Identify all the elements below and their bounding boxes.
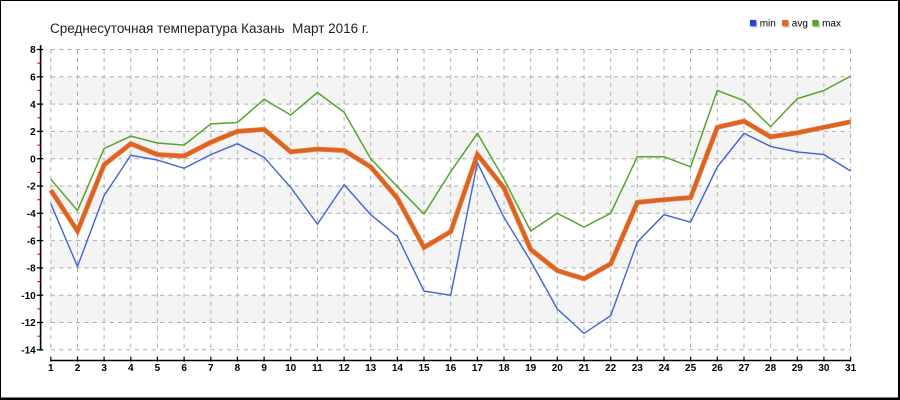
- svg-text:3: 3: [101, 363, 107, 374]
- svg-text:19: 19: [525, 363, 537, 374]
- svg-text:18: 18: [498, 363, 510, 374]
- svg-text:9: 9: [261, 363, 267, 374]
- svg-text:-2: -2: [27, 182, 36, 193]
- svg-text:26: 26: [712, 363, 724, 374]
- svg-text:avg: avg: [792, 18, 808, 29]
- svg-text:16: 16: [445, 363, 457, 374]
- svg-text:5: 5: [155, 363, 161, 374]
- svg-text:6: 6: [181, 363, 187, 374]
- svg-text:27: 27: [738, 363, 750, 374]
- svg-text:20: 20: [552, 363, 564, 374]
- svg-text:max: max: [822, 18, 841, 29]
- svg-text:Среднесуточная температура Каз: Среднесуточная температура Казань Март 2…: [50, 21, 369, 36]
- svg-text:-4: -4: [27, 209, 36, 220]
- svg-text:4: 4: [30, 100, 36, 111]
- svg-text:11: 11: [312, 363, 323, 374]
- svg-text:-12: -12: [21, 318, 36, 329]
- svg-text:21: 21: [578, 363, 590, 374]
- svg-text:0: 0: [30, 154, 36, 165]
- svg-text:12: 12: [339, 363, 351, 374]
- svg-text:8: 8: [30, 45, 36, 56]
- svg-text:-6: -6: [27, 236, 36, 247]
- svg-text:14: 14: [392, 363, 404, 374]
- svg-text:6: 6: [30, 73, 36, 84]
- svg-text:17: 17: [472, 363, 484, 374]
- svg-text:30: 30: [818, 363, 830, 374]
- svg-text:22: 22: [605, 363, 617, 374]
- svg-text:15: 15: [418, 363, 430, 374]
- svg-text:10: 10: [285, 363, 297, 374]
- svg-text:4: 4: [128, 363, 134, 374]
- svg-text:23: 23: [632, 363, 644, 374]
- svg-text:7: 7: [208, 363, 214, 374]
- svg-text:8: 8: [235, 363, 241, 374]
- svg-text:29: 29: [792, 363, 804, 374]
- svg-text:13: 13: [365, 363, 377, 374]
- svg-text:28: 28: [765, 363, 777, 374]
- svg-text:-10: -10: [21, 291, 36, 302]
- svg-text:min: min: [760, 18, 776, 29]
- svg-text:31: 31: [845, 363, 857, 374]
- svg-text:1: 1: [48, 363, 54, 374]
- svg-text:25: 25: [685, 363, 697, 374]
- svg-text:-8: -8: [27, 264, 36, 275]
- svg-text:2: 2: [30, 127, 36, 138]
- svg-text:-14: -14: [21, 346, 36, 357]
- svg-text:24: 24: [658, 363, 670, 374]
- svg-text:2: 2: [75, 363, 81, 374]
